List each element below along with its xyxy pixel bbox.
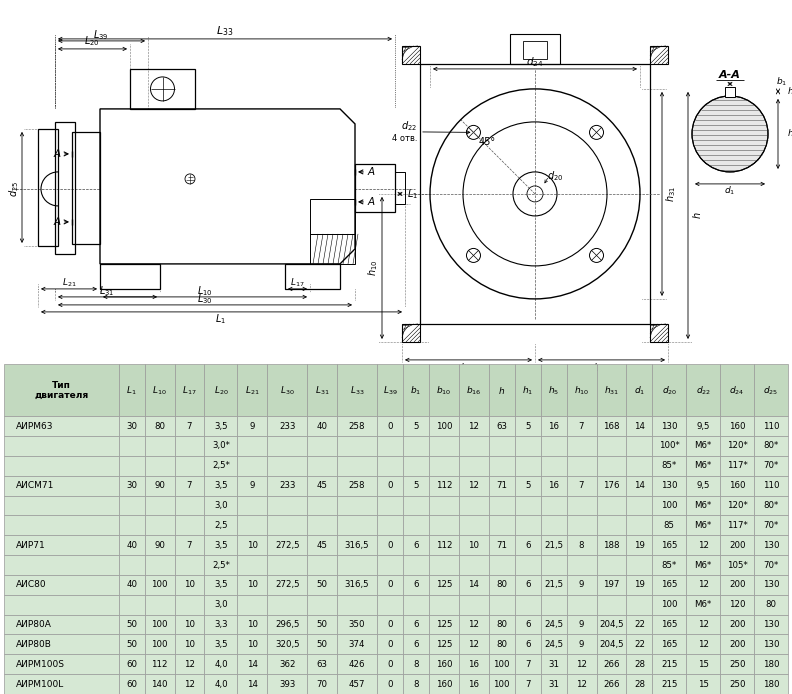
Text: $d_{20}$: $d_{20}$: [547, 169, 563, 183]
Text: $b_{16}$: $b_{16}$: [593, 361, 610, 375]
Text: $d_{24}$: $d_{24}$: [527, 55, 543, 69]
Bar: [355, 164, 395, 212]
Text: $L_{33}$: $L_{33}$: [216, 24, 234, 37]
Circle shape: [692, 96, 768, 172]
Text: $L_{30}$: $L_{30}$: [197, 292, 213, 306]
Text: 4 отв.: 4 отв.: [391, 135, 417, 144]
Text: $L_{17}$: $L_{17}$: [290, 277, 304, 289]
Bar: [523, 41, 547, 59]
Bar: [420, 64, 650, 324]
Bar: [285, 264, 340, 289]
Bar: [72, 132, 100, 244]
Bar: [310, 199, 355, 234]
Polygon shape: [100, 109, 355, 264]
Text: A: A: [53, 149, 60, 159]
Text: $L_{39}$: $L_{39}$: [93, 28, 109, 42]
Text: A: A: [53, 217, 60, 227]
Bar: [402, 46, 420, 64]
Bar: [130, 69, 195, 109]
Text: A: A: [367, 197, 375, 207]
Text: $L_{10}$: $L_{10}$: [197, 284, 213, 298]
Text: $h_1$: $h_1$: [787, 85, 792, 98]
Bar: [55, 122, 75, 254]
Bar: [510, 34, 560, 64]
Bar: [100, 264, 160, 289]
Bar: [725, 87, 735, 97]
Text: A-A: A-A: [719, 70, 741, 80]
Text: $d_{25}$: $d_{25}$: [7, 180, 21, 197]
Text: $h_{10}$: $h_{10}$: [366, 260, 380, 276]
Text: $L_{20}$: $L_{20}$: [84, 34, 100, 48]
Text: 45°: 45°: [478, 137, 496, 147]
Bar: [650, 46, 668, 64]
Bar: [402, 324, 420, 342]
Text: A: A: [367, 167, 375, 177]
Text: $h_5$: $h_5$: [787, 128, 792, 140]
Bar: [650, 324, 668, 342]
Text: $h$: $h$: [691, 212, 703, 219]
Bar: [38, 129, 58, 246]
Bar: [310, 234, 355, 264]
Text: $L_{31}$: $L_{31}$: [99, 284, 115, 298]
Text: $b_1$: $b_1$: [776, 76, 787, 88]
Text: $d_{22}$: $d_{22}$: [401, 119, 417, 133]
Bar: [395, 172, 405, 204]
Text: $d_1$: $d_1$: [725, 185, 736, 197]
Text: $b_{10}$: $b_{10}$: [460, 361, 477, 375]
Text: $h_{31}$: $h_{31}$: [664, 186, 678, 202]
Text: $L_1$: $L_1$: [407, 187, 418, 201]
Text: $L_1$: $L_1$: [215, 312, 227, 325]
Text: $L_{21}$: $L_{21}$: [62, 277, 76, 289]
